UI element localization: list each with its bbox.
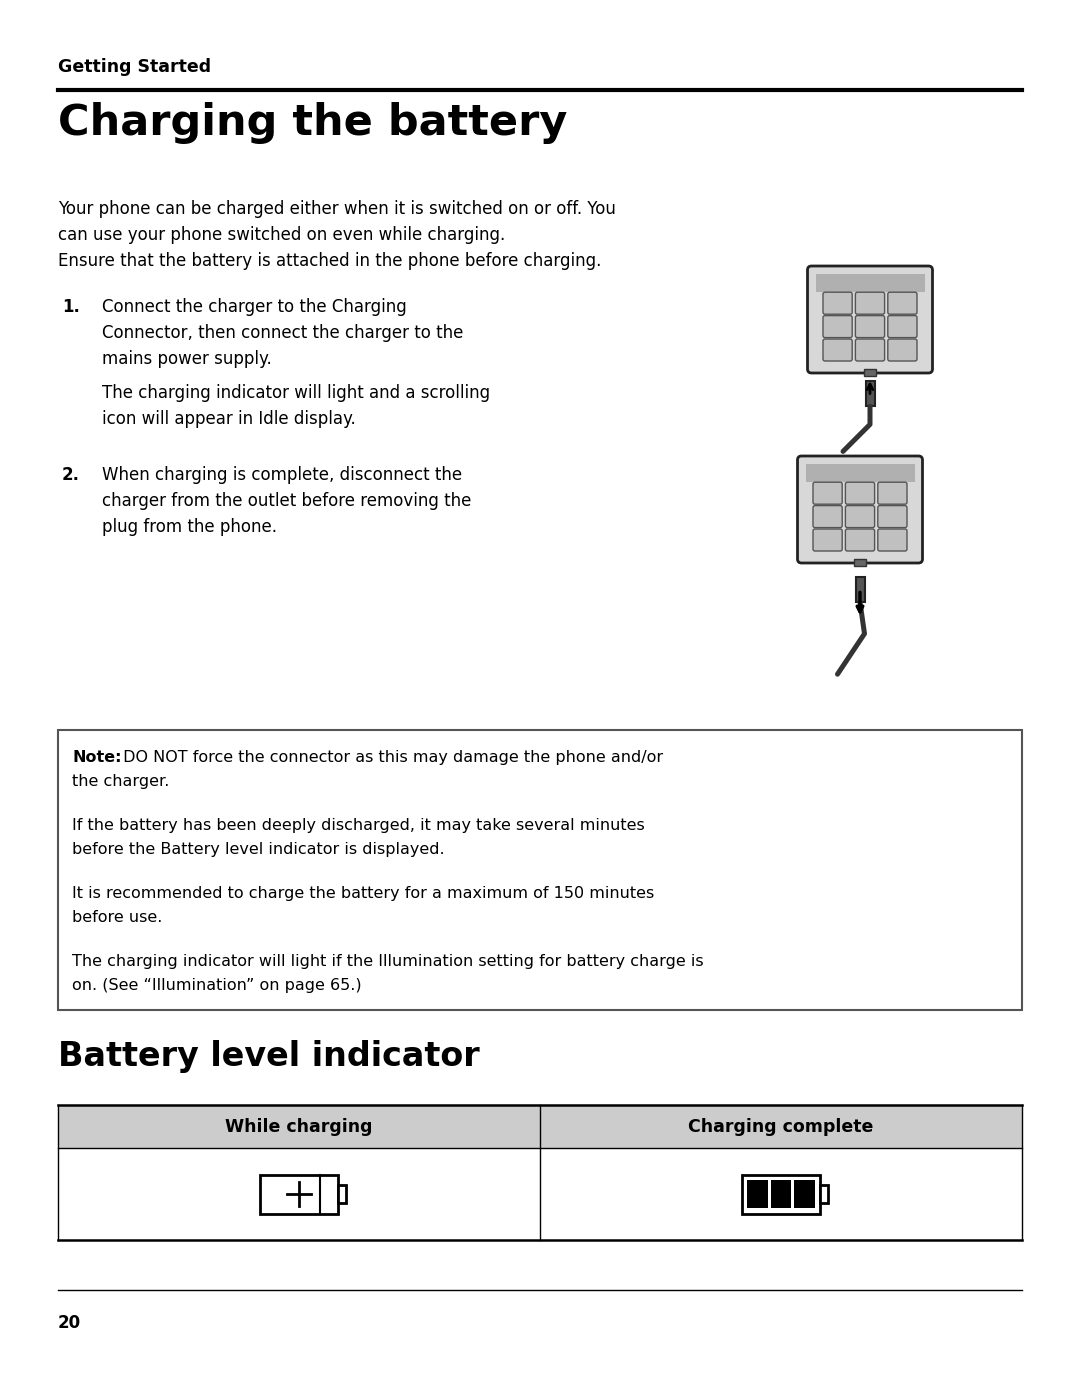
Bar: [771, 1179, 792, 1208]
Text: can use your phone switched on even while charging.: can use your phone switched on even whil…: [58, 226, 505, 244]
Bar: [806, 463, 915, 483]
Text: on. (See “Illumination” on page 65.): on. (See “Illumination” on page 65.): [72, 978, 362, 993]
FancyBboxPatch shape: [823, 292, 852, 314]
Text: Charging complete: Charging complete: [688, 1117, 874, 1135]
Text: plug from the phone.: plug from the phone.: [102, 519, 276, 536]
Text: It is recommended to charge the battery for a maximum of 150 minutes: It is recommended to charge the battery …: [72, 885, 654, 900]
FancyBboxPatch shape: [888, 316, 917, 338]
Text: Charging the battery: Charging the battery: [58, 102, 567, 143]
FancyBboxPatch shape: [878, 506, 907, 528]
Text: DO NOT force the connector as this may damage the phone and/or: DO NOT force the connector as this may d…: [118, 750, 663, 765]
FancyBboxPatch shape: [823, 316, 852, 338]
Text: Your phone can be charged either when it is switched on or off. You: Your phone can be charged either when it…: [58, 200, 616, 218]
Text: Getting Started: Getting Started: [58, 58, 211, 76]
Bar: [794, 1179, 814, 1208]
FancyBboxPatch shape: [846, 530, 875, 552]
Text: The charging indicator will light if the Illumination setting for battery charge: The charging indicator will light if the…: [72, 954, 704, 969]
Bar: [820, 1185, 827, 1202]
Text: the charger.: the charger.: [72, 774, 170, 789]
Text: Ensure that the battery is attached in the phone before charging.: Ensure that the battery is attached in t…: [58, 252, 602, 270]
FancyBboxPatch shape: [813, 483, 842, 505]
Bar: [338, 1185, 346, 1202]
Bar: [815, 274, 924, 292]
Bar: [865, 381, 875, 407]
FancyBboxPatch shape: [813, 530, 842, 552]
Text: 1.: 1.: [62, 298, 80, 316]
FancyBboxPatch shape: [808, 266, 932, 372]
FancyBboxPatch shape: [888, 292, 917, 314]
FancyBboxPatch shape: [855, 339, 885, 361]
Text: mains power supply.: mains power supply.: [102, 350, 272, 368]
Bar: [58, 729, 1022, 1009]
FancyBboxPatch shape: [823, 339, 852, 361]
FancyBboxPatch shape: [888, 339, 917, 361]
Text: Battery level indicator: Battery level indicator: [58, 1040, 480, 1073]
Text: The charging indicator will light and a scrolling: The charging indicator will light and a …: [102, 383, 490, 403]
Text: charger from the outlet before removing the: charger from the outlet before removing …: [102, 492, 471, 510]
FancyBboxPatch shape: [855, 316, 885, 338]
Text: 20: 20: [58, 1314, 81, 1332]
Bar: [58, 1105, 1022, 1147]
Bar: [855, 576, 864, 603]
Text: When charging is complete, disconnect the: When charging is complete, disconnect th…: [102, 466, 462, 484]
Bar: [853, 558, 866, 567]
FancyBboxPatch shape: [846, 483, 875, 505]
Text: Note:: Note:: [72, 750, 121, 765]
Text: before use.: before use.: [72, 910, 162, 925]
Bar: [747, 1179, 768, 1208]
Text: icon will appear in Idle display.: icon will appear in Idle display.: [102, 410, 355, 427]
Text: Connect the charger to the Charging: Connect the charger to the Charging: [102, 298, 407, 316]
FancyBboxPatch shape: [878, 483, 907, 505]
Bar: [260, 1175, 338, 1214]
Text: If the battery has been deeply discharged, it may take several minutes: If the battery has been deeply discharge…: [72, 818, 645, 833]
Text: Connector, then connect the charger to the: Connector, then connect the charger to t…: [102, 324, 463, 342]
Text: 2.: 2.: [62, 466, 80, 484]
FancyBboxPatch shape: [878, 530, 907, 552]
FancyBboxPatch shape: [846, 506, 875, 528]
Bar: [742, 1175, 820, 1214]
FancyBboxPatch shape: [797, 456, 922, 563]
FancyBboxPatch shape: [855, 292, 885, 314]
FancyBboxPatch shape: [813, 506, 842, 528]
Text: before the Battery level indicator is displayed.: before the Battery level indicator is di…: [72, 843, 445, 856]
Text: While charging: While charging: [226, 1117, 373, 1135]
Bar: [864, 370, 876, 376]
